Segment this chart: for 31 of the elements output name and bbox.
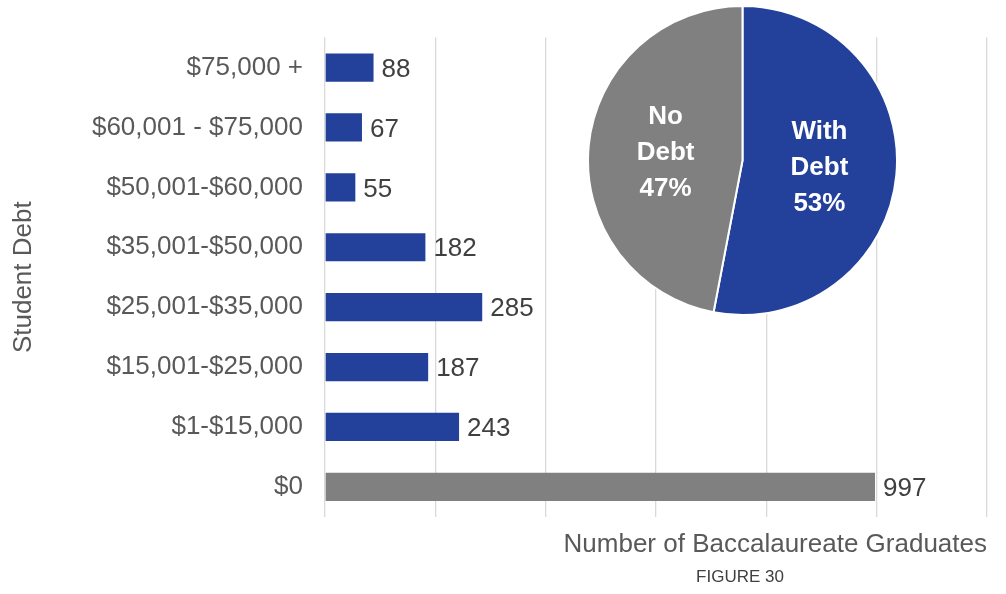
bar — [325, 412, 460, 442]
bar — [325, 233, 426, 262]
bar — [325, 352, 429, 382]
y-tick-label: $15,001-$25,000 — [106, 350, 303, 381]
bar — [325, 53, 374, 82]
y-tick-label: $75,000 + — [186, 50, 303, 81]
data-label: 997 — [883, 472, 927, 503]
caption: FIGURE 30 — [695, 567, 785, 587]
data-label: 285 — [490, 292, 534, 323]
y-tick-label: $50,001-$60,000 — [106, 170, 303, 201]
bar — [325, 472, 876, 501]
data-label: 53% — [793, 186, 846, 217]
y-tick-label: $1-$15,000 — [171, 410, 303, 441]
data-label: 187 — [436, 352, 480, 383]
y-tick-label: $25,001-$35,000 — [106, 290, 303, 321]
y-tick-label: $35,001-$50,000 — [106, 230, 303, 261]
data-label: 67 — [369, 112, 399, 143]
y-axis-title: Student Debt — [6, 200, 37, 354]
y-tick-label: $60,001 - $75,000 — [91, 110, 303, 141]
y-tick-label: $0 — [274, 470, 303, 501]
data-label: 47% — [639, 172, 692, 203]
data-label: 55 — [363, 172, 393, 203]
bar — [325, 173, 356, 202]
bar — [325, 113, 362, 142]
data-label: 88 — [381, 52, 411, 83]
slice-label: No Debt — [636, 100, 695, 167]
data-label: 243 — [467, 412, 511, 443]
slice-label: With Debt — [790, 114, 849, 181]
x-axis-title: Number of Baccalaureate Graduates — [563, 527, 987, 558]
data-label: 182 — [433, 232, 477, 263]
bar — [325, 293, 483, 322]
